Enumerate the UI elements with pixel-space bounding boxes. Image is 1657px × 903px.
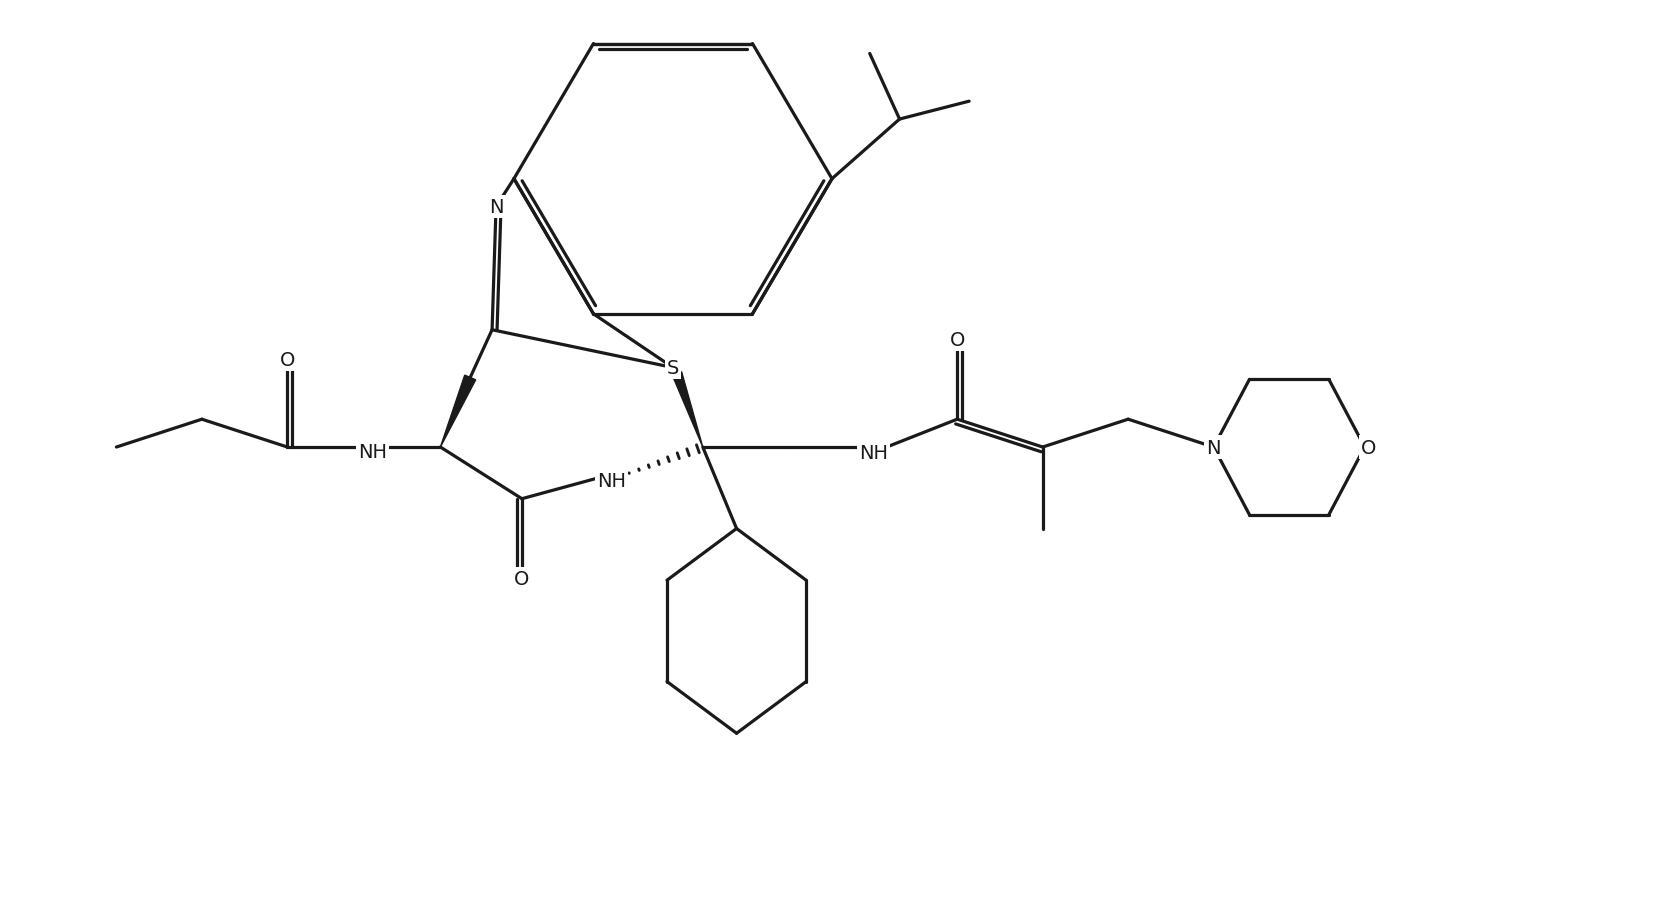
Text: NH: NH [858, 444, 888, 463]
Text: O: O [280, 350, 295, 369]
Text: O: O [949, 330, 964, 349]
Text: S: S [666, 358, 679, 377]
Text: NH: NH [358, 443, 388, 462]
Text: O: O [514, 569, 529, 588]
Text: N: N [489, 198, 504, 217]
Text: O: O [1360, 438, 1375, 457]
Text: NH: NH [858, 444, 888, 463]
Polygon shape [441, 376, 476, 448]
Text: NH: NH [597, 471, 625, 490]
Text: N: N [489, 198, 504, 217]
Text: S: S [666, 358, 679, 377]
Text: O: O [280, 350, 295, 369]
Text: O: O [1360, 438, 1375, 457]
Text: N: N [1206, 438, 1220, 457]
Polygon shape [671, 372, 703, 448]
Text: O: O [514, 569, 529, 588]
Text: O: O [949, 330, 964, 349]
Text: N: N [1206, 438, 1220, 457]
Text: NH: NH [597, 471, 625, 490]
Text: NH: NH [358, 443, 388, 462]
